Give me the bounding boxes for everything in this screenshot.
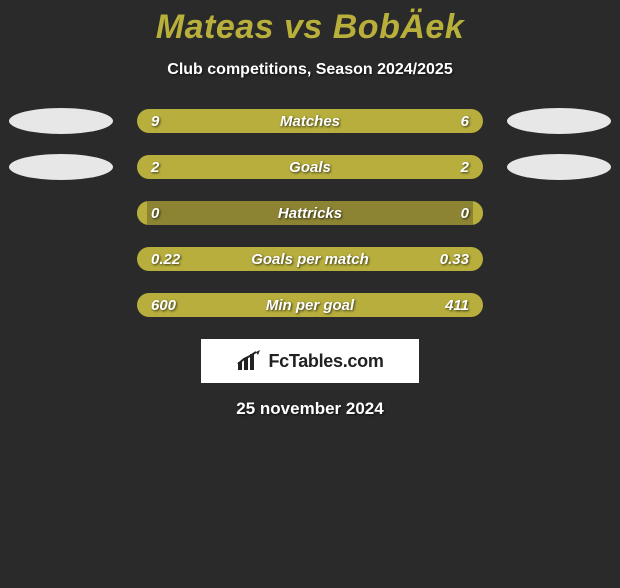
stat-value-right: 0.33 [440, 251, 469, 268]
stat-value-right: 2 [461, 159, 469, 176]
player-right-marker [507, 154, 611, 180]
stat-row: 2 Goals 2 [0, 155, 620, 179]
logo-text: FcTables.com [268, 351, 383, 372]
stat-label: Hattricks [278, 205, 342, 222]
bar-fill-left [137, 201, 147, 225]
stat-label: Goals per match [251, 251, 369, 268]
stat-value-right: 411 [445, 297, 469, 314]
stat-bar: 0.22 Goals per match 0.33 [137, 247, 483, 271]
player-left-marker [9, 154, 113, 180]
stat-bar: 600 Min per goal 411 [137, 293, 483, 317]
stat-row: 600 Min per goal 411 [0, 293, 620, 317]
stat-value-left: 0 [151, 205, 159, 222]
stat-row: 0 Hattricks 0 [0, 201, 620, 225]
footer-logo: FcTables.com [201, 339, 419, 383]
stat-value-left: 9 [151, 113, 159, 130]
stat-row: 9 Matches 6 [0, 109, 620, 133]
stat-value-left: 2 [151, 159, 159, 176]
page-title: Mateas vs BobÄek [0, 8, 620, 47]
subtitle: Club competitions, Season 2024/2025 [0, 61, 620, 79]
bar-fill-left [137, 155, 310, 179]
bar-fill-right [473, 201, 483, 225]
stat-label: Min per goal [266, 297, 354, 314]
comparison-card: Mateas vs BobÄek Club competitions, Seas… [0, 8, 620, 419]
bar-fill-right [310, 155, 483, 179]
stat-row: 0.22 Goals per match 0.33 [0, 247, 620, 271]
stat-value-left: 0.22 [151, 251, 180, 268]
stat-bar: 2 Goals 2 [137, 155, 483, 179]
stat-label: Goals [289, 159, 331, 176]
stat-bar: 9 Matches 6 [137, 109, 483, 133]
stat-value-right: 0 [461, 205, 469, 222]
player-right-marker [507, 108, 611, 134]
chart-icon [236, 350, 262, 372]
player-left-marker [9, 108, 113, 134]
stat-bar: 0 Hattricks 0 [137, 201, 483, 225]
stats-area: 9 Matches 6 2 Goals 2 0 Hattricks 0 0.22 Goals per… [0, 109, 620, 317]
stat-value-right: 6 [461, 113, 469, 130]
stat-label: Matches [280, 113, 340, 130]
footer-date: 25 november 2024 [0, 399, 620, 419]
stat-value-left: 600 [151, 297, 176, 314]
